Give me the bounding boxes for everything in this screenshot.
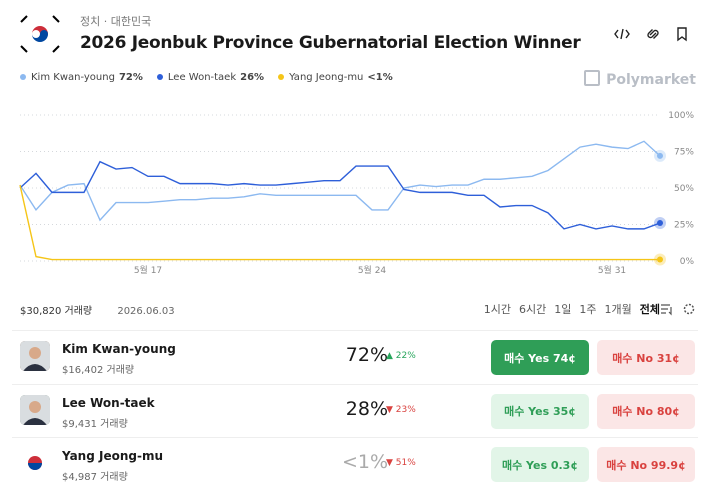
legend-value: <1% <box>367 72 393 83</box>
link-icon[interactable] <box>647 29 659 39</box>
outcome-volume: $4,987 거래량 <box>62 472 128 483</box>
outcome-name: Yang Jeong-mu <box>62 449 164 463</box>
legend-swatch <box>278 74 285 80</box>
brand-name: Polymarket <box>606 72 696 88</box>
legend-name: Lee Won-taek <box>167 72 237 83</box>
category: 정치 · 대한민국 <box>80 15 152 28</box>
series-line <box>19 184 660 261</box>
legend-swatch <box>20 74 26 80</box>
legend: Kim Kwan-young 72% Lee Won-taek 26% Yang Jeo… <box>20 72 393 83</box>
outcome-change: ▼ 23% <box>386 404 416 415</box>
end-point <box>657 152 663 159</box>
x-tick-label: 5월 17 <box>134 264 162 276</box>
series-line <box>19 160 661 230</box>
toolbar <box>614 27 687 42</box>
outcome-row: Kim Kwan-young $16,402 거래량 72% ▲ 22% 매수 Yes … <box>12 330 698 384</box>
bookmark-icon[interactable] <box>677 27 687 42</box>
flag <box>18 14 62 54</box>
avatar <box>20 448 50 478</box>
range-tabs: 1시간 6시간 1일 1주 1개월 전체 <box>484 301 660 317</box>
x-tick-label: 5월 24 <box>358 264 387 276</box>
outcome-row: Lee Won-taek $9,431 거래량 28% ▼ 23% 매수 Yes 35¢… <box>12 383 698 438</box>
photo <box>20 394 50 425</box>
legend-item: Kim Kwan-young 72% <box>20 72 143 83</box>
series-line <box>19 140 661 222</box>
y-tick-label: 100% <box>668 111 694 121</box>
legend-swatch <box>156 74 163 80</box>
chart: 0% 25% 50% 75% 100% 5월 17 5월 24 5월 31 <box>19 111 695 276</box>
volume: $30,820 거래량 <box>20 306 93 317</box>
chart-tools <box>661 303 695 316</box>
legend-value: 26% <box>240 72 265 83</box>
stats: $30,820 거래량 2026.06.03 <box>20 302 175 317</box>
y-tick-label: 50% <box>674 184 694 194</box>
buy-yes[interactable]: 매수 Yes 74¢ <box>491 340 589 375</box>
flag-avatar <box>28 456 42 470</box>
x-tick-label: 5월 31 <box>598 264 626 276</box>
y-tick-label: 75% <box>674 148 694 158</box>
date: 2026.06.03 <box>117 306 175 317</box>
outcome-volume: $16,402 거래량 <box>62 365 135 376</box>
avatar <box>20 341 50 371</box>
outcome-name: Lee Won-taek <box>62 395 155 410</box>
legend-item: Yang Jeong-mu <1% <box>278 72 393 83</box>
outcome-percent: 28% <box>345 397 388 420</box>
range-tab[interactable]: 1일 <box>554 303 572 316</box>
buy-yes[interactable]: 매수 Yes 35¢ <box>491 393 589 429</box>
buy-no[interactable]: 매수 No 31¢ <box>597 340 695 375</box>
end-point <box>657 220 663 227</box>
settings-icon[interactable] <box>683 303 695 315</box>
outcome-name: Kim Kwan-young <box>62 342 176 356</box>
outcome-change: ▲ 22% <box>386 351 416 361</box>
avatar <box>20 394 50 425</box>
sort-icon[interactable] <box>661 304 672 316</box>
range-tab[interactable]: 1주 <box>579 303 597 316</box>
title: 2026 Jeonbuk Province Gubernatorial Elec… <box>80 33 581 53</box>
outcome-percent: 72% <box>345 344 388 366</box>
range-tab[interactable]: 1시간 <box>483 303 511 316</box>
buy-no[interactable]: 매수 No 99.9¢ <box>597 447 695 482</box>
legend-value: 72% <box>118 72 143 83</box>
y-tick-label: 25% <box>674 221 694 231</box>
range-tab[interactable]: 1개월 <box>604 303 632 316</box>
brand: Polymarket <box>584 70 696 88</box>
range-tab[interactable]: 전체 <box>639 303 660 316</box>
y-tick-label: 0% <box>680 257 695 267</box>
outcome-change: ▼ 51% <box>386 458 416 468</box>
legend-name: Yang Jeong-mu <box>289 72 364 83</box>
end-point <box>657 256 663 263</box>
legend-name: Kim Kwan-young <box>31 72 115 83</box>
buy-yes[interactable]: 매수 Yes 0.3¢ <box>491 447 589 482</box>
embed-icon[interactable] <box>614 28 630 40</box>
outcome-percent: <1% <box>341 451 388 473</box>
photo <box>20 341 50 371</box>
legend-item: Lee Won-taek 26% <box>156 72 265 83</box>
outcome-row: Yang Jeong-mu $4,987 거래량 <1% ▼ 51% 매수 Yes 0.… <box>12 437 698 491</box>
buy-no[interactable]: 매수 No 80¢ <box>597 393 695 429</box>
range-tab[interactable]: 6시간 <box>519 303 547 316</box>
outcome-volume: $9,431 거래량 <box>62 418 128 430</box>
